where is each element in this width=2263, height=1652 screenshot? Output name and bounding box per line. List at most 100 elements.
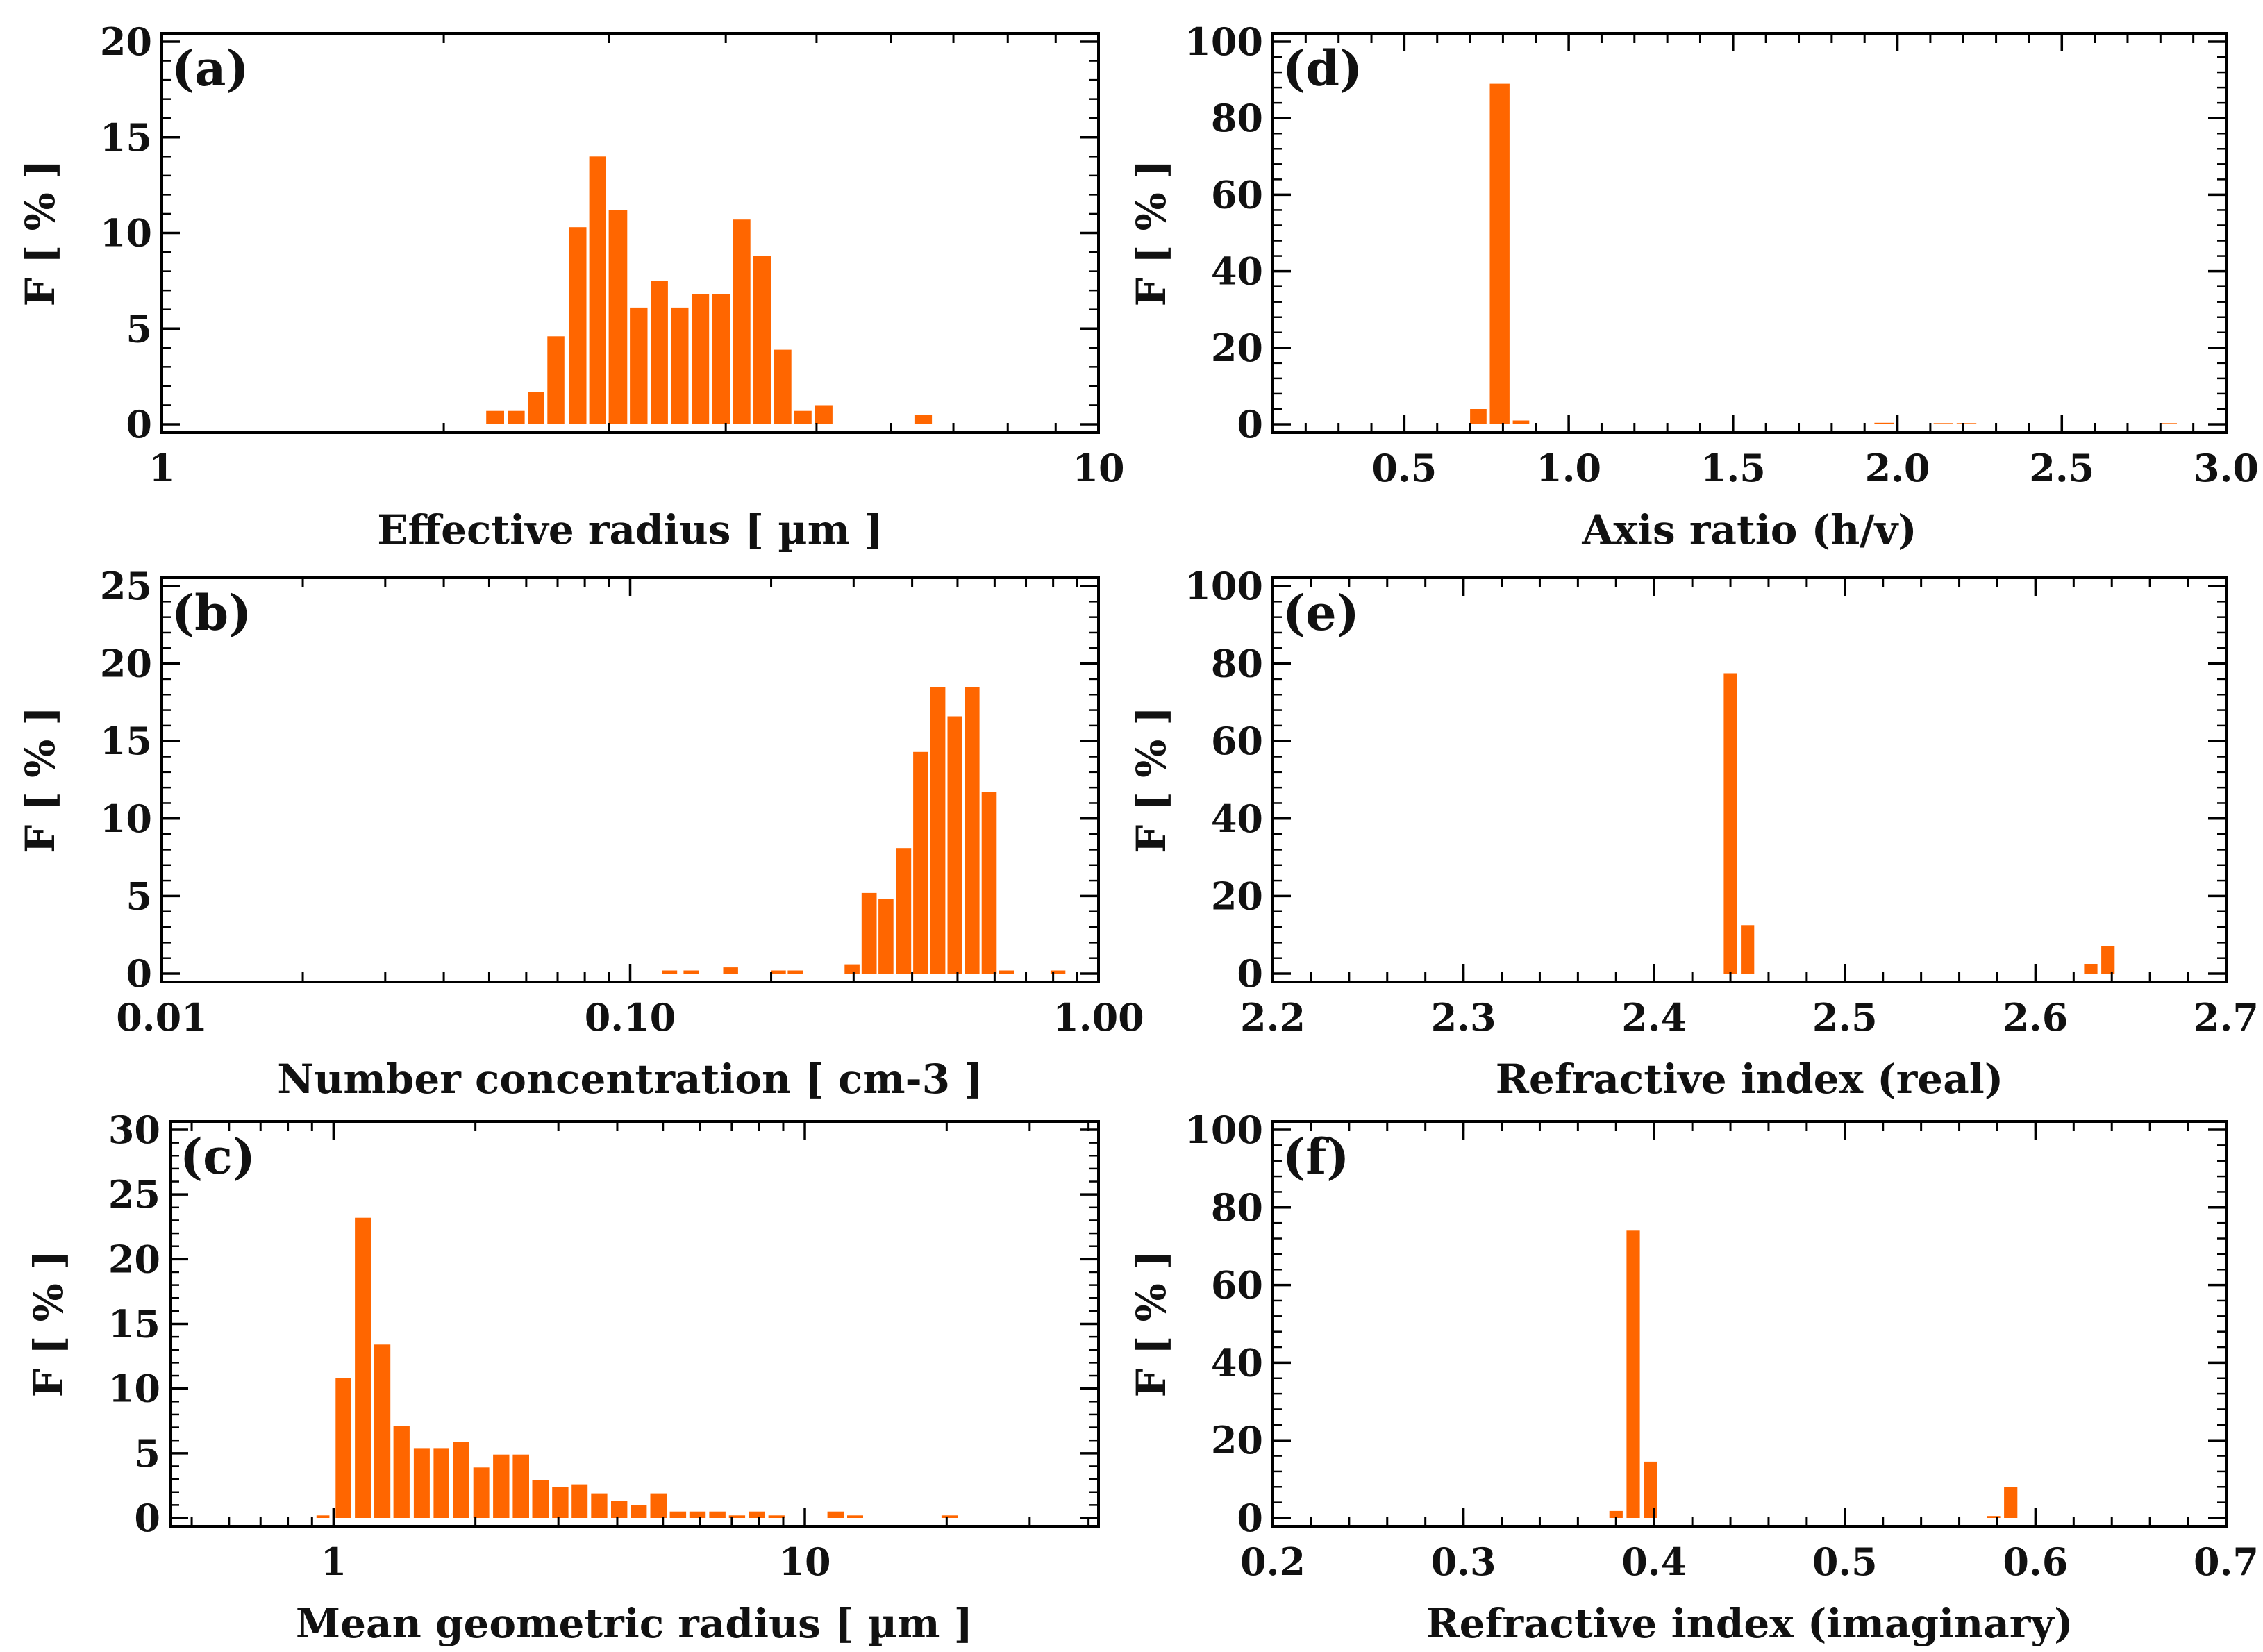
bar-b-8: [896, 848, 912, 974]
x-tick-label: 0.4: [1621, 1540, 1687, 1584]
bar-b-17: [1050, 970, 1066, 974]
y-tick-label: 20: [1211, 874, 1263, 918]
bar-b-14: [999, 970, 1014, 974]
bar-b-3: [771, 970, 786, 974]
bar-f-0: [1609, 1510, 1623, 1518]
y-tick-label: 15: [100, 115, 152, 160]
bar-a-19: [914, 415, 933, 424]
y-tick-label: 0: [134, 1496, 160, 1540]
bar-c-26: [827, 1511, 844, 1518]
bar-d-3: [1874, 422, 1894, 424]
bar-c-4: [393, 1426, 410, 1518]
y-tick-label: 0: [126, 402, 152, 447]
y-tick-label: 40: [1211, 1340, 1263, 1385]
bar-a-0: [486, 410, 504, 424]
y-axis-title: F [ % ]: [1128, 706, 1175, 853]
chart-panel-a: 1 10 0 5 10 15 20 (a) Effective radius [ µm ] F […: [17, 19, 1125, 553]
bar-c-18: [669, 1511, 687, 1518]
bar-c-28: [941, 1515, 958, 1518]
bar-c-12: [552, 1487, 569, 1518]
panel-label: (e): [1283, 584, 1360, 642]
panel-label: (f): [1283, 1128, 1349, 1185]
bar-c-14: [591, 1493, 608, 1518]
x-axis-title: Mean geometric radius [ µm ]: [296, 1600, 973, 1647]
panel-label: (d): [1283, 40, 1362, 97]
bar-f-1: [1626, 1230, 1640, 1518]
y-tick-label: 60: [1211, 1263, 1263, 1308]
bar-f-2: [1644, 1461, 1657, 1518]
panel-label: (c): [180, 1128, 256, 1185]
y-tick-label: 0: [1237, 951, 1263, 996]
bar-c-6: [433, 1448, 449, 1518]
bar-a-13: [753, 256, 771, 424]
x-tick-label: 0.3: [1431, 1540, 1496, 1584]
y-axis-title: F [ % ]: [25, 1251, 72, 1398]
bar-d-5: [1956, 423, 1977, 424]
x-tick-label: 10: [1072, 446, 1124, 490]
bar-b-11: [947, 716, 962, 974]
bar-c-13: [571, 1484, 588, 1518]
bar-d-2: [1512, 420, 1530, 424]
bar-f-4: [2004, 1487, 2018, 1518]
panel-label: (b): [172, 584, 251, 642]
y-tick-label: 40: [1211, 796, 1263, 841]
bar-c-2: [355, 1217, 371, 1518]
bar-c-10: [512, 1454, 529, 1518]
bar-b-10: [930, 687, 946, 974]
bar-b-12: [965, 687, 980, 974]
x-tick-label: 2.7: [2194, 995, 2259, 1040]
y-tick-label: 20: [1211, 326, 1263, 370]
y-tick-label: 20: [100, 642, 152, 686]
bar-c-0: [316, 1515, 330, 1518]
y-tick-label: 15: [100, 719, 152, 763]
x-tick-label: 10: [778, 1540, 830, 1584]
bar-e-0: [1723, 673, 1737, 974]
bar-f-3: [1987, 1516, 2001, 1518]
y-axis-title: F [ % ]: [1128, 160, 1175, 307]
bar-b-1: [683, 970, 699, 974]
y-tick-label: 10: [108, 1367, 160, 1411]
y-tick-label: 0: [126, 951, 152, 996]
bar-b-4: [787, 970, 803, 974]
y-tick-label: 30: [108, 1108, 160, 1152]
y-tick-label: 80: [1211, 1185, 1263, 1230]
x-tick-label: 2.4: [1621, 995, 1687, 1040]
y-tick-label: 100: [1185, 19, 1263, 64]
x-tick-label: 1.0: [1536, 446, 1601, 490]
y-tick-label: 80: [1211, 96, 1263, 140]
bar-b-7: [878, 899, 894, 974]
x-tick-label: 2.3: [1431, 995, 1496, 1040]
bar-a-7: [630, 307, 648, 424]
x-tick-label: 1.00: [1053, 995, 1144, 1040]
x-tick-label: 0.7: [2194, 1540, 2259, 1584]
y-tick-label: 100: [1185, 1108, 1263, 1152]
bar-d-1: [1489, 83, 1510, 424]
x-tick-label: 2.6: [2003, 995, 2068, 1040]
bar-c-21: [728, 1515, 746, 1518]
bar-a-1: [508, 410, 525, 424]
bar-c-7: [453, 1442, 469, 1518]
bar-a-9: [671, 307, 689, 424]
bar-c-1: [335, 1378, 351, 1518]
y-tick-label: 10: [100, 796, 152, 841]
chart-panel-c: 1 10 0 5 10 15 20 25 30 (c) Mean geometric radius …: [25, 1108, 1100, 1647]
bar-d-6: [2160, 423, 2177, 424]
y-tick-label: 25: [108, 1172, 160, 1217]
y-tick-label: 60: [1211, 172, 1263, 217]
y-axis-title: F [ % ]: [1128, 1251, 1175, 1398]
bar-a-4: [569, 227, 587, 424]
x-tick-label: 0.01: [116, 995, 208, 1040]
bar-b-2: [723, 967, 738, 974]
bar-b-6: [861, 892, 877, 974]
y-tick-label: 10: [100, 211, 152, 256]
bar-c-23: [768, 1515, 785, 1518]
bar-c-19: [689, 1511, 706, 1518]
bar-a-12: [733, 219, 751, 424]
x-tick-label: 2.5: [2029, 446, 2094, 490]
y-tick-label: 5: [126, 306, 152, 351]
bar-a-6: [608, 210, 628, 424]
x-tick-label: 1: [321, 1540, 347, 1584]
chart-panel-f: 0.2 0.3 0.4 0.5 0.6 0.7 0 20 40 60 80 100 (f) Refract…: [1128, 1108, 2259, 1647]
panel-label: (a): [172, 40, 249, 97]
